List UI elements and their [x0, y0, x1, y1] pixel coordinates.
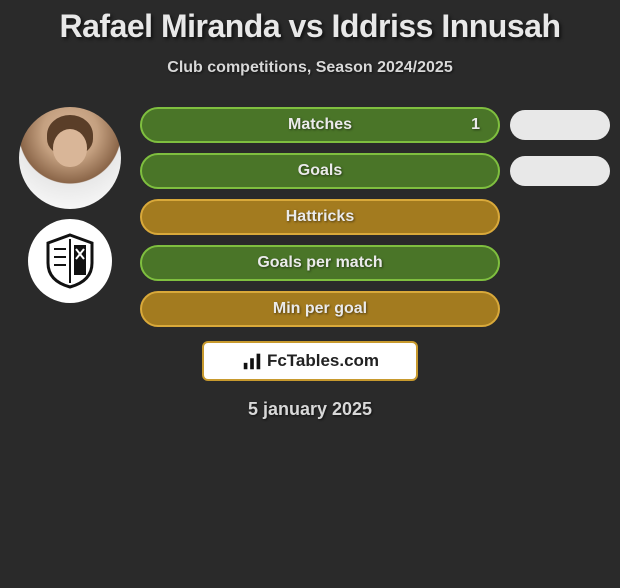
- stat-label: Matches: [288, 116, 352, 134]
- stat-row: Goals: [140, 153, 610, 189]
- stat-label: Min per goal: [273, 300, 367, 318]
- comparison-card: Rafael Miranda vs Iddriss Innusah Club c…: [0, 8, 620, 420]
- stat-row: Matches 1: [140, 107, 610, 143]
- content-row: Matches 1 Goals Hattricks Goals per match Min…: [10, 107, 610, 327]
- club-crest-icon: [40, 231, 100, 291]
- side-pill: [510, 156, 610, 186]
- stat-pill: Hattricks: [140, 199, 500, 235]
- page-title: Rafael Miranda vs Iddriss Innusah: [10, 8, 610, 45]
- stat-pill: Matches 1: [140, 107, 500, 143]
- stat-label: Goals per match: [257, 254, 382, 272]
- stat-row: Hattricks: [140, 199, 610, 235]
- stat-pill: Min per goal: [140, 291, 500, 327]
- club-logo: [28, 219, 112, 303]
- player-avatar: [19, 107, 121, 209]
- side-pill-spacer: [510, 248, 610, 278]
- stats-column: Matches 1 Goals Hattricks Goals per match Min…: [140, 107, 610, 327]
- stat-row: Goals per match: [140, 245, 610, 281]
- brand-name: FcTables.com: [267, 351, 379, 371]
- stat-pill: Goals: [140, 153, 500, 189]
- stat-pill: Goals per match: [140, 245, 500, 281]
- side-pill-spacer: [510, 294, 610, 324]
- stat-label: Goals: [298, 162, 342, 180]
- side-pill-spacer: [510, 202, 610, 232]
- brand-badge[interactable]: FcTables.com: [202, 341, 418, 381]
- subtitle: Club competitions, Season 2024/2025: [10, 59, 610, 77]
- stat-value-right: 1: [471, 116, 480, 134]
- date-text: 5 january 2025: [10, 399, 610, 420]
- bar-chart-icon: [241, 350, 263, 372]
- stat-label: Hattricks: [286, 208, 354, 226]
- player-column: [10, 107, 130, 303]
- stat-row: Min per goal: [140, 291, 610, 327]
- side-pill: [510, 110, 610, 140]
